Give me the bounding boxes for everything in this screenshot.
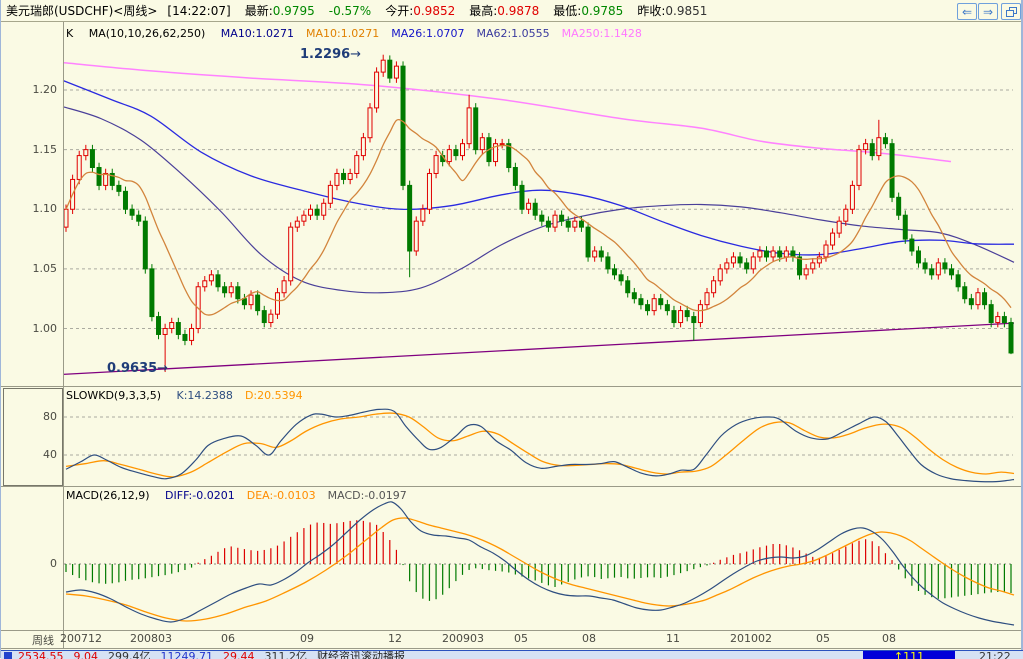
date-axis-label: 05 bbox=[816, 632, 830, 645]
date-axis-label: 06 bbox=[221, 632, 235, 645]
axis-bottom-line bbox=[1, 648, 1023, 649]
forward-arrow-icon: ⇒ bbox=[982, 4, 994, 19]
kd-values: K:14.2388 D:20.5394 bbox=[177, 389, 315, 402]
date-axis-label: 08 bbox=[882, 632, 896, 645]
date-axis-label: 09 bbox=[300, 632, 314, 645]
kd-axis-label: 80 bbox=[43, 410, 57, 423]
axis-separator bbox=[63, 22, 64, 648]
ma62-line bbox=[62, 106, 1015, 294]
kd-d-line bbox=[65, 412, 1015, 478]
indicator-value: MA10:1.0271 bbox=[220, 27, 295, 40]
date-axis-label: 200803 bbox=[130, 632, 172, 645]
panel-separator-3 bbox=[1, 630, 1023, 631]
price-axis-label: 1.05 bbox=[32, 261, 58, 275]
macd-histogram bbox=[65, 520, 1012, 601]
price-axis-label: 1.20 bbox=[32, 83, 58, 96]
cascade-windows-button[interactable] bbox=[1001, 3, 1021, 20]
panel-separator-2 bbox=[1, 486, 1023, 487]
connection-badge: ↑111 bbox=[863, 651, 955, 659]
ma26-line bbox=[62, 79, 1015, 256]
date-axis-label: 11 bbox=[666, 632, 680, 645]
date-axis-label: 05 bbox=[514, 632, 528, 645]
indicator-value: DEA:-0.0103 bbox=[246, 489, 316, 502]
indicator-value: K:14.2388 bbox=[176, 389, 233, 402]
market-icon bbox=[4, 652, 12, 659]
main-gridlines bbox=[64, 89, 1013, 329]
instrument-title: 美元瑞郎(USDCHF)<周线> bbox=[6, 4, 158, 18]
period-label: 周线 bbox=[32, 634, 54, 647]
main-indicator-row: K MA(10,10,26,62,250) MA10:1.0271 MA10:1.… bbox=[66, 27, 666, 40]
date-axis-label: 200903 bbox=[442, 632, 484, 645]
price-axis-label: 1.00 bbox=[32, 321, 58, 335]
quote-field: 今开:0.9852 bbox=[385, 4, 456, 18]
status-clock: 21:22 bbox=[979, 650, 1011, 659]
kd-pane-selector-box[interactable] bbox=[3, 388, 63, 486]
status-segment: 311.2亿 bbox=[264, 650, 308, 659]
quote-header: 美元瑞郎(USDCHF)<周线> [14:22:07] 最新:0.9795 -0.… bbox=[1, 0, 1023, 22]
ma-formula: MA(10,10,26,62,250) bbox=[88, 27, 206, 40]
date-axis-label: 201002 bbox=[730, 632, 772, 645]
trendline bbox=[62, 322, 1015, 376]
cascade-windows-icon bbox=[1005, 6, 1017, 17]
ma10-line bbox=[65, 118, 1012, 316]
indicator-value: MA10:1.0271 bbox=[306, 27, 380, 40]
ma250-line bbox=[62, 61, 952, 163]
indicator-value: MACD:-0.0197 bbox=[327, 489, 407, 502]
back-arrow-icon: ⇐ bbox=[961, 4, 973, 19]
status-segment: 11249.71 bbox=[160, 650, 214, 659]
ma-values: MA10:1.0271 MA10:1.0271 MA26:1.0707 MA62:1.… bbox=[221, 27, 654, 40]
quote-field: -0.57% bbox=[328, 4, 372, 18]
indicator-value: D:20.5394 bbox=[244, 389, 303, 402]
quote-field: 最新:0.9795 bbox=[244, 4, 315, 18]
k-chart-label: K bbox=[66, 27, 74, 40]
status-segment: 299.4亿 bbox=[108, 650, 151, 659]
indicator-value: MA62:1.0555 bbox=[476, 27, 550, 40]
high-annotation: 1.2296→ bbox=[300, 47, 362, 62]
macd-diff-line bbox=[65, 501, 1015, 626]
indicator-value: MA26:1.0707 bbox=[391, 27, 465, 40]
low-annotation: 0.9635→ bbox=[107, 361, 169, 376]
kd-indicator-row: SLOWKD(9,3,3,5) K:14.2388 D:20.5394 bbox=[66, 389, 327, 402]
quote-field: 昨收:0.9851 bbox=[637, 4, 708, 18]
price-axis-label: 1.15 bbox=[32, 142, 58, 156]
macd-indicator-row: MACD(26,12,9) DIFF:-0.0201 DEA:-0.0103 MAC… bbox=[66, 489, 431, 502]
annotation-arrow-icon: → bbox=[350, 47, 362, 62]
indicator-value: DIFF:-0.0201 bbox=[165, 489, 235, 502]
macd-formula: MACD(26,12,9) bbox=[66, 489, 150, 502]
status-segment: 财经资讯滚动播报 bbox=[317, 650, 405, 659]
indicator-value: MA250:1.1428 bbox=[561, 27, 642, 40]
macd-axis-label: 0 bbox=[50, 557, 57, 570]
price-axis-label: 1.10 bbox=[32, 202, 58, 216]
window-right-border bbox=[1021, 0, 1023, 658]
date-axis-label: 12 bbox=[388, 632, 402, 645]
quote-field: 最高:0.9878 bbox=[469, 4, 540, 18]
candles bbox=[63, 54, 1014, 373]
status-segment: 2534.55 bbox=[18, 650, 64, 659]
date-axis-label: 200712 bbox=[60, 632, 102, 645]
status-segment: 29.44 bbox=[223, 650, 255, 659]
date-axis-label: 08 bbox=[582, 632, 596, 645]
annotation-arrow-icon: → bbox=[157, 361, 169, 376]
slowkd-formula: SLOWKD(9,3,3,5) bbox=[66, 389, 162, 402]
back-button[interactable]: ⇐ bbox=[957, 3, 977, 20]
quote-time: [14:22:07] bbox=[167, 3, 231, 18]
status-bar: 2534.55 9.04 299.4亿 11249.71 29.44 311.2亿 财经资讯… bbox=[1, 650, 1023, 659]
macd-values: DIFF:-0.0201 DEA:-0.0103 MACD:-0.0197 bbox=[165, 489, 419, 502]
status-segments: 2534.55 9.04 299.4亿 11249.71 29.44 311.2亿 财经资讯… bbox=[18, 650, 415, 659]
quote-fields: 最新:0.9795 -0.57% 今开:0.9852 最高:0.9878 最低:0.97… bbox=[231, 2, 708, 19]
kd-k-line bbox=[65, 408, 1015, 483]
panel-separator-1 bbox=[1, 386, 1023, 387]
quote-field: 最低:0.9785 bbox=[553, 4, 624, 18]
kd-axis-label: 40 bbox=[43, 448, 57, 461]
macd-dea-line bbox=[65, 517, 1015, 622]
forward-button[interactable]: ⇒ bbox=[978, 3, 998, 20]
status-segment: 9.04 bbox=[73, 650, 99, 659]
